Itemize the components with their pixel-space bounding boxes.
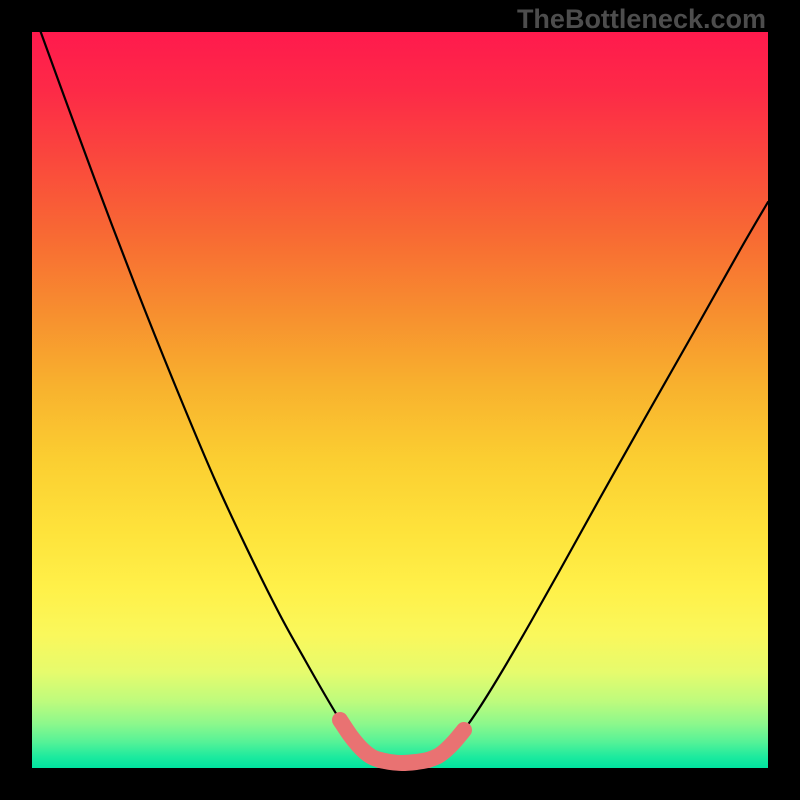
highlight-right-foot: [428, 730, 464, 760]
v-curve-line: [32, 8, 768, 763]
chart-svg: [0, 0, 800, 800]
highlight-left-foot: [340, 720, 380, 760]
chart-stage: TheBottleneck.com: [0, 0, 800, 800]
